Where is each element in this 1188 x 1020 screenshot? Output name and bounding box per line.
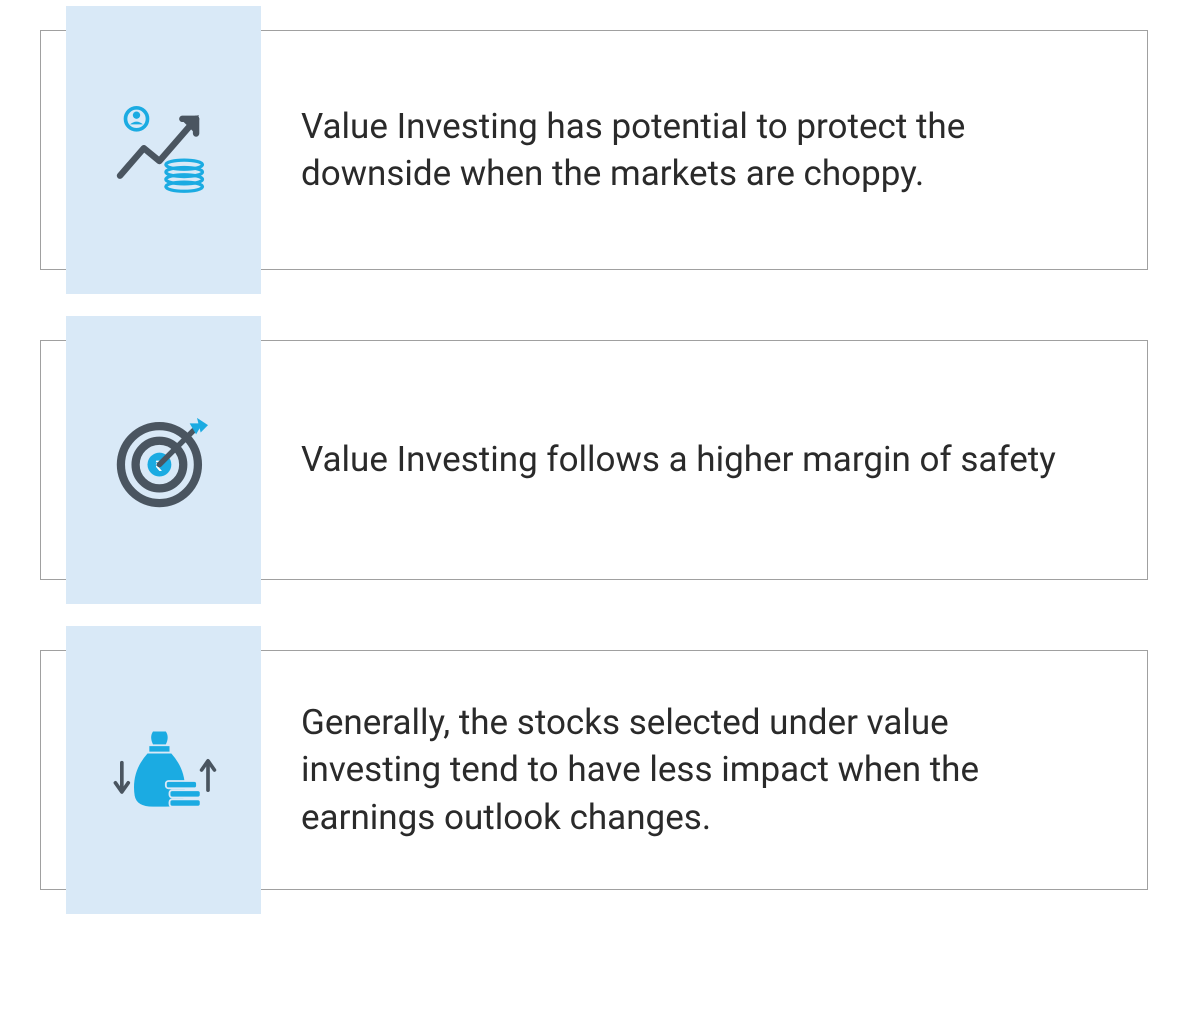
card-text-2: Value Investing follows a higher margin … xyxy=(301,436,1056,483)
icon-panel-1 xyxy=(66,6,261,294)
target-icon: ₹ xyxy=(109,405,219,515)
card-2: ₹ Value Investing follows a higher margi… xyxy=(40,340,1148,580)
card-3: Generally, the stocks selected under val… xyxy=(40,650,1148,890)
card-1: Value Investing has potential to protect… xyxy=(40,30,1148,270)
money-bag-icon xyxy=(109,715,219,825)
card-text-1: Value Investing has potential to protect… xyxy=(301,103,1097,198)
text-panel-1: Value Investing has potential to protect… xyxy=(261,31,1147,269)
icon-panel-2: ₹ xyxy=(66,316,261,604)
icon-panel-3 xyxy=(66,626,261,914)
growth-chart-icon xyxy=(109,95,219,205)
cards-container: Value Investing has potential to protect… xyxy=(40,30,1148,890)
text-panel-3: Generally, the stocks selected under val… xyxy=(261,651,1147,889)
card-text-3: Generally, the stocks selected under val… xyxy=(301,699,1097,841)
text-panel-2: Value Investing follows a higher margin … xyxy=(261,341,1147,579)
